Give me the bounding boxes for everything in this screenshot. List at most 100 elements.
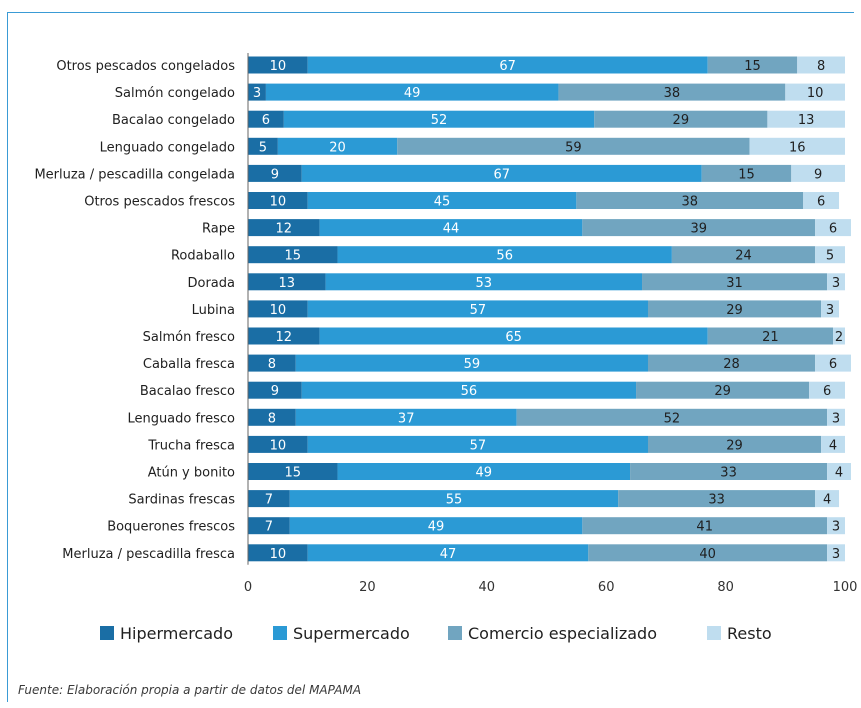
category-label: Merluza / pescadilla congelada bbox=[34, 167, 235, 182]
legend-swatch bbox=[707, 626, 721, 640]
data-label: 9 bbox=[814, 167, 822, 182]
bar-segment bbox=[248, 219, 320, 237]
data-label: 3 bbox=[826, 303, 834, 318]
bar-segment bbox=[248, 544, 308, 562]
bar-segment bbox=[295, 408, 517, 426]
bar-segment bbox=[827, 517, 845, 535]
data-label: 10 bbox=[270, 195, 287, 210]
data-label: 39 bbox=[690, 222, 707, 237]
data-label: 6 bbox=[829, 222, 837, 237]
bar-segment bbox=[827, 463, 851, 480]
data-label: 3 bbox=[832, 520, 840, 535]
data-label: 4 bbox=[829, 438, 837, 453]
data-label: 31 bbox=[726, 276, 743, 291]
data-label: 10 bbox=[807, 86, 824, 101]
category-label: Atún y bonito bbox=[148, 466, 235, 481]
data-label: 33 bbox=[720, 466, 737, 481]
data-label: 57 bbox=[470, 438, 487, 453]
category-label: Rape bbox=[202, 222, 235, 237]
data-label: 41 bbox=[696, 520, 713, 535]
bar-segment bbox=[791, 164, 845, 182]
bar-segment bbox=[671, 246, 816, 264]
bar-segment bbox=[248, 354, 296, 372]
bar-segment bbox=[821, 300, 840, 318]
bar-segment bbox=[248, 490, 290, 508]
data-label: 49 bbox=[404, 86, 421, 101]
data-label: 28 bbox=[723, 357, 740, 372]
data-label: 10 bbox=[270, 547, 287, 562]
bar-segment bbox=[248, 435, 308, 453]
category-label: Lenguado fresco bbox=[127, 411, 235, 426]
category-label: Otros pescados frescos bbox=[84, 195, 235, 210]
bar-segment bbox=[833, 327, 845, 345]
legend-swatch bbox=[273, 626, 287, 640]
data-label: 3 bbox=[832, 547, 840, 562]
data-label: 56 bbox=[461, 384, 478, 399]
data-label: 6 bbox=[829, 357, 837, 372]
data-label: 15 bbox=[738, 167, 755, 182]
bar-segment bbox=[594, 110, 768, 128]
source-note: Fuente: Elaboración propia a partir de d… bbox=[18, 683, 362, 697]
data-label: 59 bbox=[565, 140, 582, 155]
bar-segment bbox=[283, 110, 595, 128]
data-label: 2 bbox=[835, 330, 843, 345]
data-label: 29 bbox=[714, 384, 731, 399]
bar-segment bbox=[815, 354, 851, 372]
data-label: 13 bbox=[279, 276, 296, 291]
x-tick-label: 20 bbox=[359, 580, 376, 595]
data-label: 52 bbox=[431, 113, 448, 128]
data-label: 45 bbox=[434, 195, 451, 210]
data-label: 16 bbox=[789, 140, 806, 155]
bar-segment bbox=[767, 110, 845, 128]
bar-segment bbox=[248, 463, 338, 480]
data-label: 47 bbox=[440, 547, 457, 562]
x-tick-label: 40 bbox=[479, 580, 496, 595]
category-label: Salmón congelado bbox=[115, 86, 235, 101]
bar-segment bbox=[248, 327, 320, 345]
data-label: 15 bbox=[285, 466, 302, 481]
data-label: 7 bbox=[265, 520, 273, 535]
bar-segment bbox=[815, 490, 840, 508]
bar-segment bbox=[827, 544, 845, 562]
data-label: 67 bbox=[499, 59, 516, 74]
chart-frame bbox=[7, 12, 854, 702]
data-label: 6 bbox=[262, 113, 270, 128]
data-label: 10 bbox=[270, 438, 287, 453]
data-label: 12 bbox=[276, 222, 293, 237]
data-label: 56 bbox=[496, 249, 513, 264]
data-label: 40 bbox=[699, 547, 716, 562]
category-label: Bacalao fresco bbox=[140, 384, 235, 399]
bar-segment bbox=[582, 517, 828, 535]
bar-segment bbox=[582, 219, 816, 237]
data-label: 67 bbox=[493, 167, 510, 182]
data-label: 24 bbox=[735, 249, 752, 264]
legend-swatch bbox=[100, 626, 114, 640]
legend-label: Hipermercado bbox=[120, 624, 233, 643]
bar-segment bbox=[289, 490, 619, 508]
bar-segment bbox=[618, 490, 816, 508]
category-label: Dorada bbox=[188, 276, 236, 291]
bar-segment bbox=[588, 544, 828, 562]
category-label: Sardinas frescas bbox=[128, 493, 235, 508]
bar-segment bbox=[248, 517, 290, 535]
bar-segment bbox=[647, 435, 822, 453]
bar-segment bbox=[797, 56, 845, 74]
bar-segment bbox=[337, 463, 631, 480]
data-label: 3 bbox=[832, 411, 840, 426]
bar-segment bbox=[516, 408, 828, 426]
bar-segment bbox=[265, 83, 559, 101]
bar-segment bbox=[248, 83, 266, 101]
category-label: Salmón fresco bbox=[143, 330, 235, 345]
data-label: 10 bbox=[270, 303, 287, 318]
bar-segment bbox=[295, 354, 648, 372]
bar-segment bbox=[289, 517, 583, 535]
data-label: 6 bbox=[823, 384, 831, 399]
data-label: 49 bbox=[476, 466, 493, 481]
bar-segment bbox=[642, 273, 828, 291]
bar-segment bbox=[636, 381, 810, 399]
bar-segment bbox=[809, 381, 845, 399]
data-label: 3 bbox=[832, 276, 840, 291]
bar-segment bbox=[301, 381, 637, 399]
data-label: 59 bbox=[464, 357, 481, 372]
data-label: 29 bbox=[726, 303, 743, 318]
